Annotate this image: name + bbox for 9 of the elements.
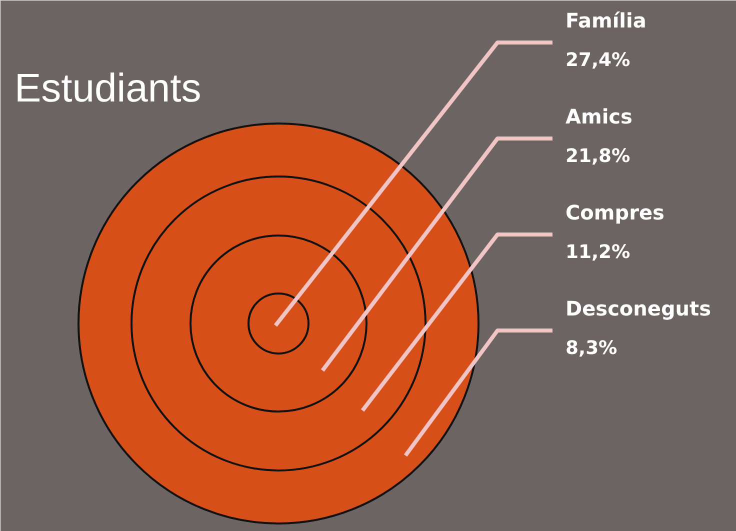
data-label: 21,8% [566,146,631,167]
data-label: 27,4% [566,50,631,71]
category-label: Amics [566,104,632,128]
category-label: Desconeguts [566,296,711,320]
data-label: 8,3% [566,338,618,359]
text: Estudiants [14,66,202,110]
category-label: Compres [566,200,664,224]
category-label: Família [566,8,646,32]
data-label: 11,2% [566,242,631,263]
